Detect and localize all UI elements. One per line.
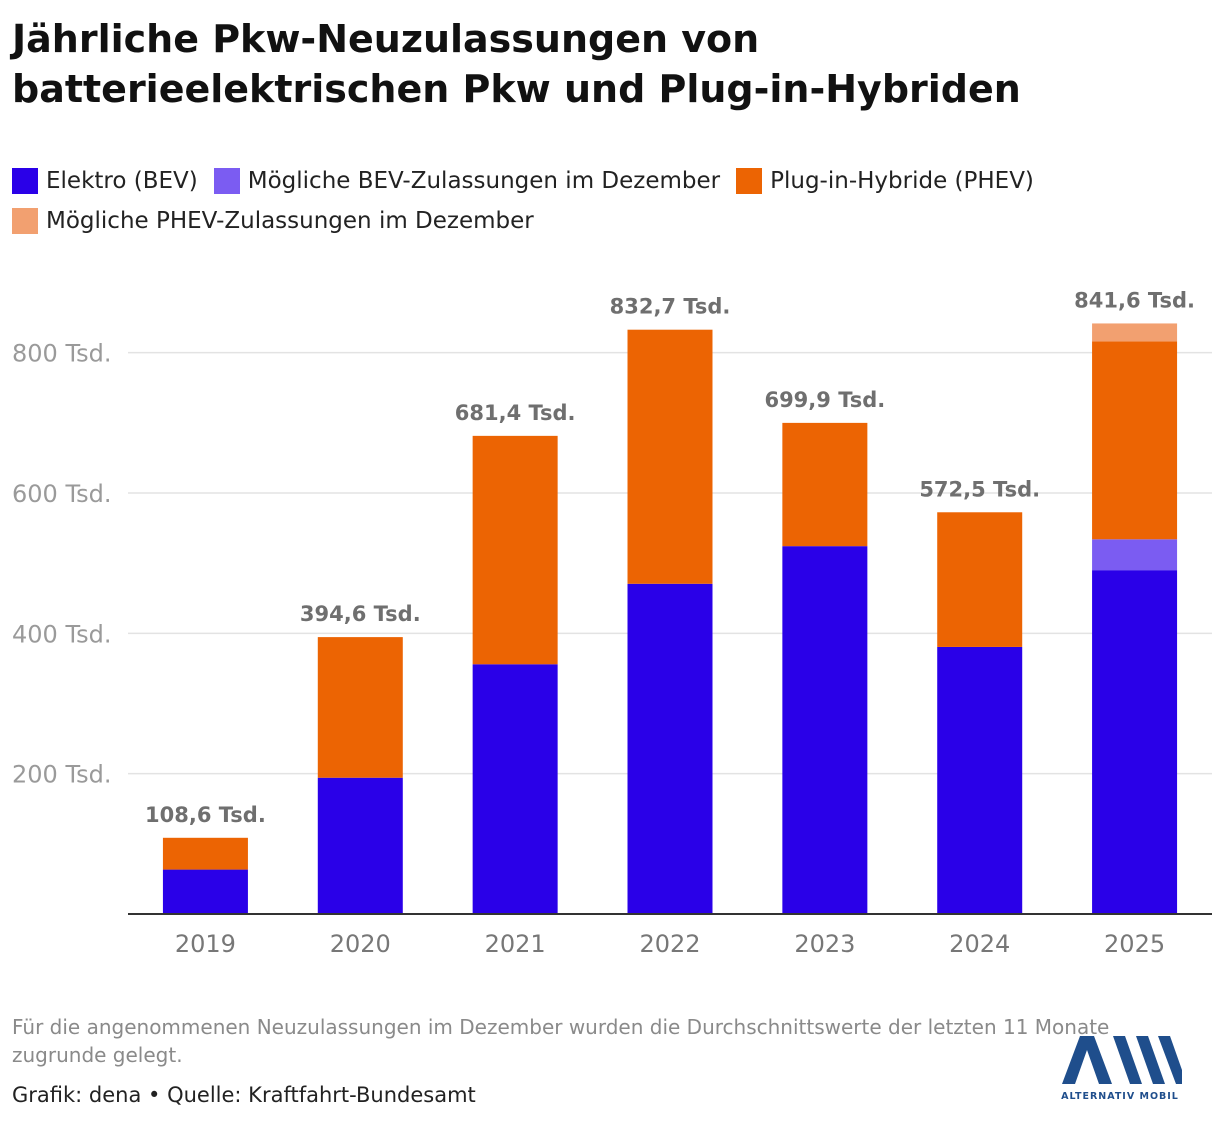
x-tick-label: 2024 (949, 930, 1010, 958)
source-line: Grafik: dena • Quelle: Kraftfahrt-Bundes… (12, 1083, 476, 1107)
legend: Elektro (BEV) Mögliche BEV-Zulassungen i… (12, 166, 1207, 236)
x-tick-label: 2021 (485, 930, 546, 958)
x-tick-label: 2023 (794, 930, 855, 958)
x-tick-label: 2019 (175, 930, 236, 958)
legend-item-phev: Plug-in-Hybride (PHEV) (736, 166, 1034, 196)
footnote: Für die angenommenen Neuzulassungen im D… (12, 1015, 1110, 1067)
bar-segment (1092, 570, 1178, 914)
y-tick-label: 800 Tsd. (12, 340, 112, 368)
bar-segment (1092, 341, 1178, 540)
y-tick-label: 600 Tsd. (12, 480, 112, 508)
bar-segment (162, 869, 248, 914)
logo-text: ALTERNATIV MOBIL (1061, 1091, 1179, 1102)
legend-swatch-bev (12, 168, 38, 194)
chart-title: Jährliche Pkw-Neuzulassungen von batteri… (12, 17, 1021, 111)
bar-segment (162, 837, 248, 870)
legend-label-phev: Plug-in-Hybride (PHEV) (770, 168, 1034, 194)
legend-item-possible-bev: Mögliche BEV-Zulassungen im Dezember (213, 166, 721, 196)
x-tick-label: 2022 (639, 930, 700, 958)
bar-total-label: 699,9 Tsd. (764, 388, 885, 412)
stacked-bar-chart: 200 Tsd. 400 Tsd. 600 Tsd. 800 Tsd. 108,6 Ts… (12, 288, 1212, 958)
bar-segment (1092, 539, 1178, 571)
bar-total-label: 841,6 Tsd. (1074, 288, 1195, 312)
legend-label-bev: Elektro (BEV) (46, 168, 198, 194)
bar-total-label: 108,6 Tsd. (145, 803, 266, 827)
legend-label-possible-bev: Mögliche BEV-Zulassungen im Dezember (247, 168, 721, 194)
bar-segment (937, 646, 1023, 914)
bar-segment (472, 664, 558, 914)
legend-label-possible-phev: Mögliche PHEV-Zulassungen im Dezember (46, 208, 534, 234)
bar-segment (782, 422, 868, 547)
bar-segment (937, 512, 1023, 647)
bar-segment (627, 583, 713, 914)
bar-segment (627, 329, 713, 584)
bar-total-label: 681,4 Tsd. (455, 401, 576, 425)
legend-item-possible-phev: Mögliche PHEV-Zulassungen im Dezember (12, 206, 534, 236)
legend-swatch-phev (736, 168, 763, 194)
bar-total-label: 832,7 Tsd. (610, 295, 731, 319)
bar-segment (782, 546, 868, 914)
bar-segment (317, 637, 403, 778)
x-tick-label: 2020 (330, 930, 391, 958)
bar-total-label: 572,5 Tsd. (919, 477, 1040, 501)
bar-segment (317, 777, 403, 914)
alternativ-mobil-logo: ALTERNATIV MOBIL (1061, 1036, 1182, 1102)
bar-segment (472, 435, 558, 665)
legend-swatch-possible-phev (12, 208, 38, 234)
y-tick-label: 200 Tsd. (12, 761, 112, 789)
x-tick-label: 2025 (1104, 930, 1165, 958)
y-tick-label: 400 Tsd. (12, 620, 112, 648)
bar-segment (1092, 323, 1178, 342)
bar-total-label: 394,6 Tsd. (300, 602, 421, 626)
legend-swatch-possible-bev (213, 168, 240, 194)
legend-item-bev: Elektro (BEV) (12, 166, 198, 196)
